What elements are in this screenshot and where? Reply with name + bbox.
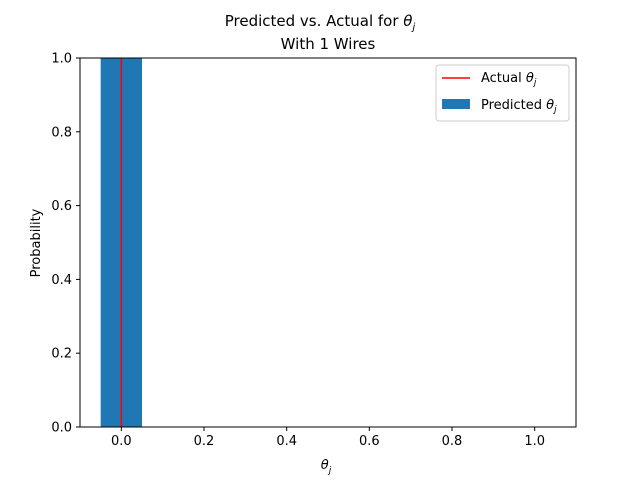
x-tick-label: 0.6: [359, 434, 380, 449]
legend-label-predicted: Predicted θj: [481, 98, 557, 115]
x-tick-label: 0.4: [276, 434, 297, 449]
x-tick-label: 0.2: [194, 434, 215, 449]
data-layer: [100, 58, 142, 427]
y-tick-label: 0.8: [51, 125, 72, 140]
axes-frame: [79, 57, 577, 428]
x-axis-ticks: 0.0 0.2 0.4 0.6 0.8 1.0: [111, 427, 545, 449]
legend: Actual θj Predicted θj: [435, 64, 570, 122]
y-tick-label: 1.0: [51, 52, 72, 67]
legend-label-actual: Actual θj: [481, 71, 537, 88]
chart-title-line-2: With 1 Wires: [281, 35, 376, 53]
y-tick-label: 0.6: [51, 199, 72, 214]
x-axis-label: θj: [321, 458, 332, 476]
x-tick-label: 1.0: [524, 434, 545, 449]
y-tick-label: 0.4: [51, 273, 72, 288]
x-tick-label: 0.8: [442, 434, 463, 449]
y-tick-label: 0.0: [51, 421, 72, 436]
chart-title-line-1: Predicted vs. Actual for θj: [225, 12, 416, 33]
legend-handle-predicted: [442, 99, 470, 109]
y-axis-label: Probability: [29, 208, 44, 277]
axes-spines: [79, 57, 577, 428]
y-axis-ticks: 0.0 0.2 0.4 0.6 0.8 1.0: [51, 52, 80, 436]
x-tick-label: 0.0: [111, 434, 132, 449]
y-tick-label: 0.2: [51, 347, 72, 362]
